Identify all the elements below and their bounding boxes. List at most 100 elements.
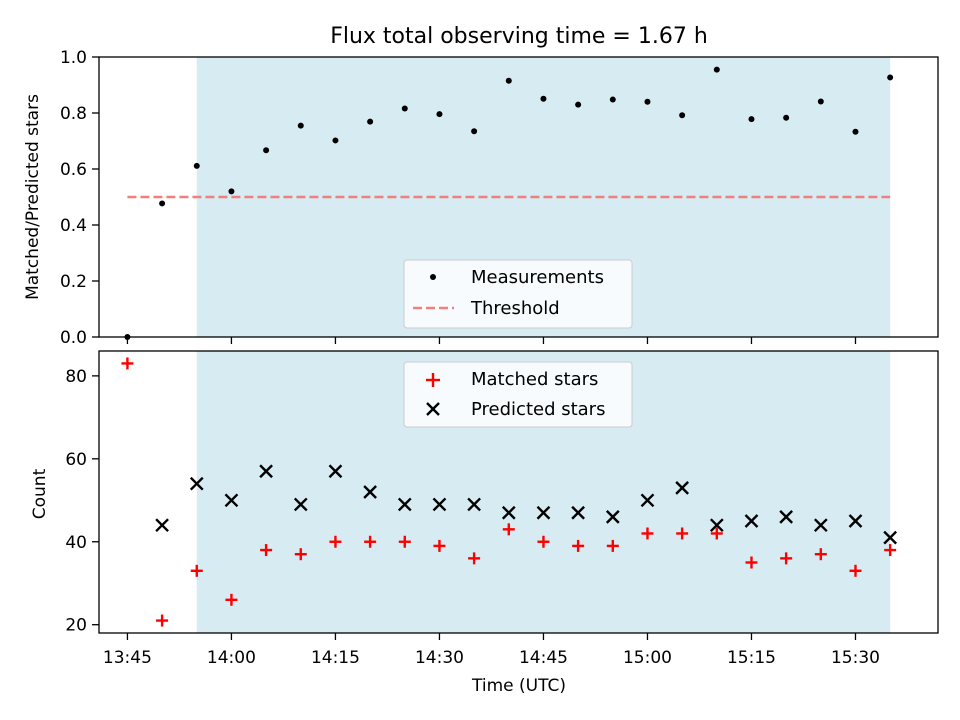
top-frame bbox=[98, 56, 939, 338]
matched-stars-point bbox=[225, 593, 238, 606]
legend-matched-marker bbox=[426, 373, 440, 387]
top-legend: Measurements Threshold bbox=[403, 259, 633, 329]
matched-stars-point bbox=[572, 539, 585, 552]
measurement-point bbox=[505, 77, 512, 84]
bottom-x-ticks: 13:45 14:00 14:15 14:30 14:45 15:00 15:15 15:30 bbox=[103, 633, 880, 668]
x-tick-label: 15:15 bbox=[727, 648, 776, 668]
matched-stars-point bbox=[398, 535, 411, 548]
measurement-point bbox=[193, 162, 200, 169]
measurement-point bbox=[401, 105, 408, 112]
legend-matched-label: Matched stars bbox=[471, 369, 598, 390]
measurement-point bbox=[852, 128, 859, 135]
legend-predicted-marker bbox=[426, 402, 440, 416]
top-y-ticks: 0.0 0.2 0.4 0.6 0.8 1.0 bbox=[60, 48, 99, 348]
matched-stars-point bbox=[156, 614, 169, 627]
x-tick-label: 14:00 bbox=[207, 648, 256, 668]
x-tick-label: 13:45 bbox=[103, 648, 152, 668]
matched-stars-point bbox=[468, 552, 481, 565]
predicted-stars-point bbox=[813, 518, 828, 533]
y-tick-label: 1.0 bbox=[60, 48, 87, 68]
top-y-axis-label: Matched/Predicted stars bbox=[23, 94, 43, 300]
bottom-y-ticks: 20 40 60 80 bbox=[65, 367, 99, 636]
predicted-stars-point bbox=[744, 514, 759, 528]
matched-stars-point bbox=[260, 544, 273, 557]
matched-stars-point bbox=[849, 564, 862, 577]
matched-stars-point bbox=[433, 539, 446, 552]
measurement-point bbox=[817, 98, 824, 105]
top-x-ticks bbox=[126, 337, 857, 344]
predicted-stars-point bbox=[848, 514, 863, 528]
predicted-stars-point bbox=[328, 464, 343, 479]
matched-stars-point bbox=[780, 552, 793, 565]
measurement-point bbox=[575, 101, 582, 108]
top-legend-box bbox=[403, 259, 633, 329]
legend-predicted-label: Predicted stars bbox=[471, 399, 605, 420]
predicted-stars-point bbox=[432, 497, 447, 512]
legend-threshold-label: Threshold bbox=[470, 298, 560, 319]
predicted-stars-point bbox=[709, 518, 724, 533]
predicted-stars-point bbox=[779, 510, 793, 524]
matched-stars-point bbox=[294, 548, 307, 561]
measurement-point bbox=[609, 96, 616, 103]
measurement-point bbox=[713, 66, 720, 73]
measurement-point bbox=[540, 95, 547, 102]
measurement-point bbox=[159, 200, 166, 207]
x-tick-label: 14:30 bbox=[415, 648, 464, 668]
predicted-stars-point bbox=[363, 485, 377, 499]
matched-stars-points bbox=[121, 357, 897, 627]
predicted-stars-points bbox=[155, 464, 898, 545]
y-tick-label: 0.6 bbox=[60, 160, 87, 180]
y-tick-label: 80 bbox=[65, 367, 87, 387]
matched-stars-point bbox=[364, 535, 377, 548]
x-tick-label: 15:30 bbox=[831, 648, 880, 668]
predicted-stars-point bbox=[536, 505, 551, 520]
predicted-stars-point bbox=[883, 530, 898, 545]
matched-stars-point bbox=[710, 527, 723, 540]
measurement-point bbox=[748, 116, 755, 123]
predicted-stars-point bbox=[675, 481, 689, 495]
predicted-stars-point bbox=[189, 476, 204, 491]
measurement-point bbox=[228, 188, 235, 195]
predicted-stars-point bbox=[397, 497, 412, 512]
measurement-points bbox=[124, 66, 894, 340]
top-panel: 0.0 0.2 0.4 0.6 0.8 1.0 Matched/Predicted sta… bbox=[23, 48, 939, 348]
matched-stars-point bbox=[606, 539, 619, 552]
bottom-legend: Matched stars Predicted stars bbox=[403, 361, 633, 428]
y-tick-label: 0.4 bbox=[60, 216, 87, 236]
matched-stars-point bbox=[190, 564, 203, 577]
measurement-point bbox=[644, 98, 651, 105]
predicted-stars-point bbox=[640, 493, 655, 508]
predicted-stars-point bbox=[571, 505, 585, 520]
predicted-stars-point bbox=[259, 464, 273, 479]
predicted-stars-point bbox=[467, 497, 481, 512]
measurement-point bbox=[263, 147, 270, 154]
y-tick-label: 0.0 bbox=[60, 328, 87, 348]
predicted-stars-point bbox=[155, 518, 169, 533]
measurement-point bbox=[297, 122, 304, 129]
matched-stars-point bbox=[814, 548, 827, 561]
bottom-y-axis-label: Count bbox=[30, 468, 50, 519]
bottom-legend-box bbox=[403, 361, 633, 428]
matched-stars-point bbox=[641, 527, 654, 540]
predicted-stars-point bbox=[501, 505, 516, 520]
measurement-point bbox=[471, 128, 478, 135]
measurement-point bbox=[887, 74, 894, 81]
predicted-stars-point bbox=[293, 497, 308, 512]
predicted-stars-point bbox=[224, 493, 239, 508]
matched-stars-point bbox=[676, 527, 689, 540]
matched-stars-point bbox=[121, 357, 134, 370]
bottom-frame bbox=[98, 350, 939, 634]
measurement-point bbox=[783, 114, 790, 121]
chart-title: Flux total observing time = 1.67 h bbox=[330, 24, 708, 49]
matched-stars-point bbox=[745, 556, 758, 569]
y-tick-label: 60 bbox=[65, 450, 87, 470]
matched-stars-point bbox=[537, 535, 550, 548]
measurement-point bbox=[332, 137, 339, 144]
measurement-point bbox=[679, 112, 686, 119]
x-tick-label: 14:45 bbox=[519, 648, 568, 668]
y-tick-label: 40 bbox=[65, 533, 87, 553]
legend-measurements-marker bbox=[430, 274, 436, 280]
measurement-point bbox=[367, 118, 374, 125]
